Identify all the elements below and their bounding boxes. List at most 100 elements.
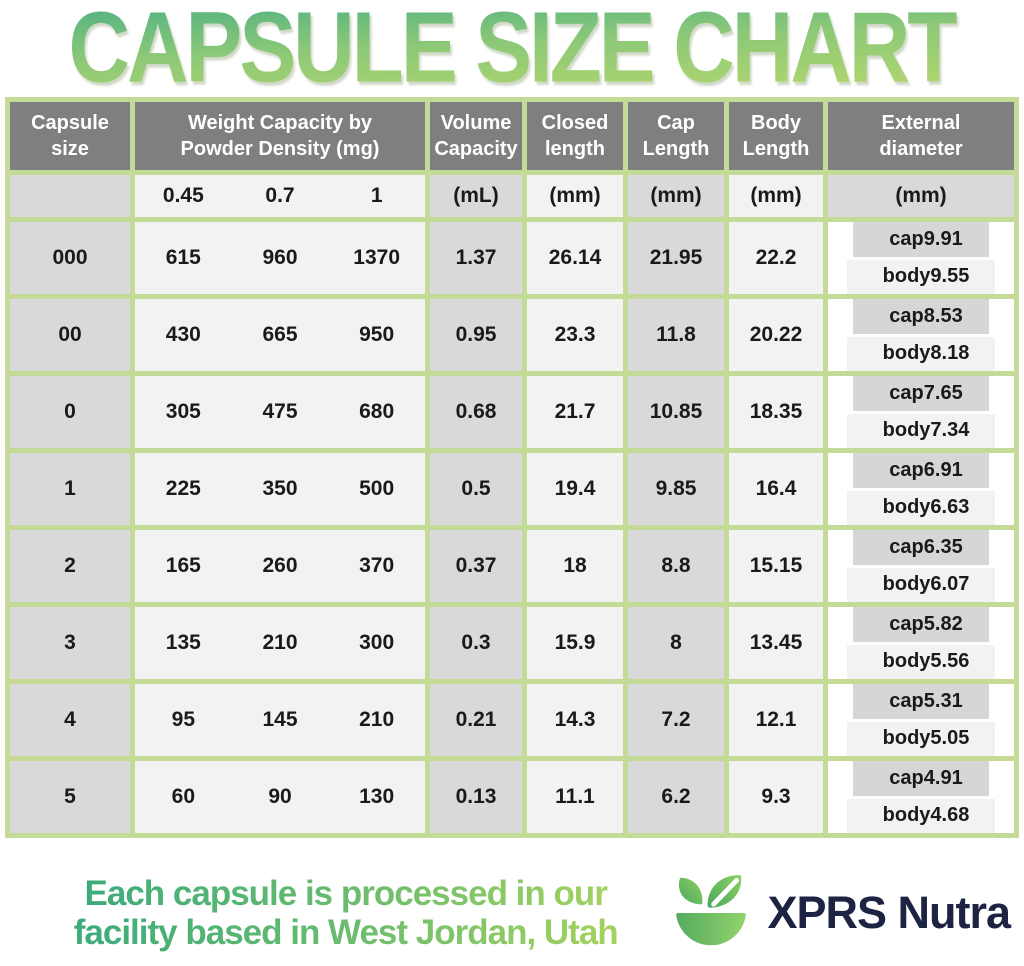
cell-volume-capacity: 1.37 [430,222,522,294]
unit-cap: (mm) [628,175,724,217]
body-label: body [882,804,931,827]
cell-volume-capacity: 0.95 [430,299,522,371]
external-body-subrow: body 5.56 [846,644,996,679]
table-row: 1 225 350 500 0.5 19.4 9.85 16.4 cap 6.9… [10,453,1014,525]
body-value: 8.18 [930,342,970,365]
cell-external-diameter: cap 9.91 body 9.55 [828,222,1014,294]
cap-value: 6.91 [923,458,963,481]
body-label: body [882,727,931,750]
table-header-row: Capsule size Weight Capacity by Powder D… [10,102,1014,170]
cell-cap-length: 11.8 [628,299,724,371]
weight-at-045: 60 [171,785,195,808]
unit-densities: 0.45 0.7 1 [135,175,425,217]
cell-capsule-size: 000 [10,222,130,294]
cell-cap-length: 10.85 [628,376,724,448]
cell-body-length: 22.2 [729,222,823,294]
cell-weight-capacity: 305 475 680 [135,376,425,448]
cell-weight-capacity: 95 145 210 [135,684,425,756]
external-cap-subrow: cap 4.91 [853,761,989,796]
weight-at-045: 225 [165,477,201,500]
cell-capsule-size: 3 [10,607,130,679]
body-value: 6.63 [930,496,970,519]
external-body-subrow: body 6.63 [846,490,996,525]
cell-cap-length: 8 [628,607,724,679]
cap-value: 5.82 [923,612,963,635]
body-value: 6.07 [930,573,970,596]
table-row: 4 95 145 210 0.21 14.3 7.2 12.1 cap 5.31… [10,684,1014,756]
external-cap-subrow: cap 5.31 [853,684,989,719]
cell-closed-length: 26.14 [527,222,623,294]
external-body-subrow: body 9.55 [846,259,996,294]
cell-volume-capacity: 0.13 [430,761,522,833]
weight-at-07: 350 [262,477,298,500]
weight-at-045: 305 [165,400,201,423]
external-body-subrow: body 6.07 [846,567,996,602]
table-row: 5 60 90 130 0.13 11.1 6.2 9.3 cap 4.91 b… [10,761,1014,833]
table-row: 2 165 260 370 0.37 18 8.8 15.15 cap 6.35… [10,530,1014,602]
cell-weight-capacity: 430 665 950 [135,299,425,371]
table-row: 0 305 475 680 0.68 21.7 10.85 18.35 cap … [10,376,1014,448]
weight-at-1: 370 [359,554,395,577]
cap-label: cap [889,689,924,712]
weight-at-07: 210 [262,631,298,654]
external-cap-subrow: cap 6.91 [853,453,989,488]
weight-at-1: 680 [359,400,395,423]
weight-at-07: 90 [268,785,292,808]
cell-external-diameter: cap 7.65 body 7.34 [828,376,1014,448]
cell-external-diameter: cap 6.91 body 6.63 [828,453,1014,525]
weight-at-07: 960 [262,246,298,269]
cell-weight-capacity: 615 960 1370 [135,222,425,294]
cell-body-length: 13.45 [729,607,823,679]
weight-at-045: 615 [165,246,201,269]
cell-capsule-size: 00 [10,299,130,371]
cell-closed-length: 21.7 [527,376,623,448]
unit-volume: (mL) [430,175,522,217]
cap-value: 4.91 [923,766,963,789]
cell-weight-capacity: 225 350 500 [135,453,425,525]
header-weight-capacity: Weight Capacity by Powder Density (mg) [135,102,425,170]
brand-logo: XPRS Nutra [667,868,1011,958]
weight-at-045: 135 [165,631,201,654]
cell-cap-length: 6.2 [628,761,724,833]
cell-cap-length: 7.2 [628,684,724,756]
table-units-row: 0.45 0.7 1 (mL) (mm) (mm) (mm) (mm) [10,175,1014,217]
cell-cap-length: 8.8 [628,530,724,602]
cell-volume-capacity: 0.21 [430,684,522,756]
cell-external-diameter: cap 5.31 body 5.05 [828,684,1014,756]
weight-at-1: 300 [359,631,395,654]
cell-volume-capacity: 0.37 [430,530,522,602]
cap-label: cap [889,766,924,789]
unit-empty [10,175,130,217]
weight-at-1: 500 [359,477,395,500]
body-value: 4.68 [930,804,970,827]
cap-label: cap [889,227,924,250]
cell-capsule-size: 2 [10,530,130,602]
page-title: CAPSULE SIZE CHART [68,0,959,106]
cell-closed-length: 14.3 [527,684,623,756]
cell-closed-length: 15.9 [527,607,623,679]
cell-external-diameter: cap 4.91 body 4.68 [828,761,1014,833]
density-1: 1 [370,184,383,207]
cell-external-diameter: cap 8.53 body 8.18 [828,299,1014,371]
cell-body-length: 15.15 [729,530,823,602]
cap-value: 9.91 [923,227,963,250]
external-body-subrow: body 8.18 [846,336,996,371]
cell-closed-length: 19.4 [527,453,623,525]
cap-label: cap [889,304,924,327]
external-body-subrow: body 7.34 [846,413,996,448]
footer: Each capsule is processed in our facilit… [0,868,1024,958]
unit-body: (mm) [729,175,823,217]
cell-capsule-size: 1 [10,453,130,525]
weight-at-1: 950 [359,323,395,346]
density-07: 0.7 [265,184,295,207]
cell-body-length: 20.22 [729,299,823,371]
table-row: 00 430 665 950 0.95 23.3 11.8 20.22 cap … [10,299,1014,371]
cap-value: 7.65 [923,381,963,404]
header-external-diameter: External diameter [828,102,1014,170]
weight-at-07: 145 [262,708,298,731]
body-label: body [882,650,931,673]
capsule-size-table: Capsule size Weight Capacity by Powder D… [5,97,1019,838]
external-cap-subrow: cap 5.82 [853,607,989,642]
cell-cap-length: 21.95 [628,222,724,294]
external-cap-subrow: cap 7.65 [853,376,989,411]
